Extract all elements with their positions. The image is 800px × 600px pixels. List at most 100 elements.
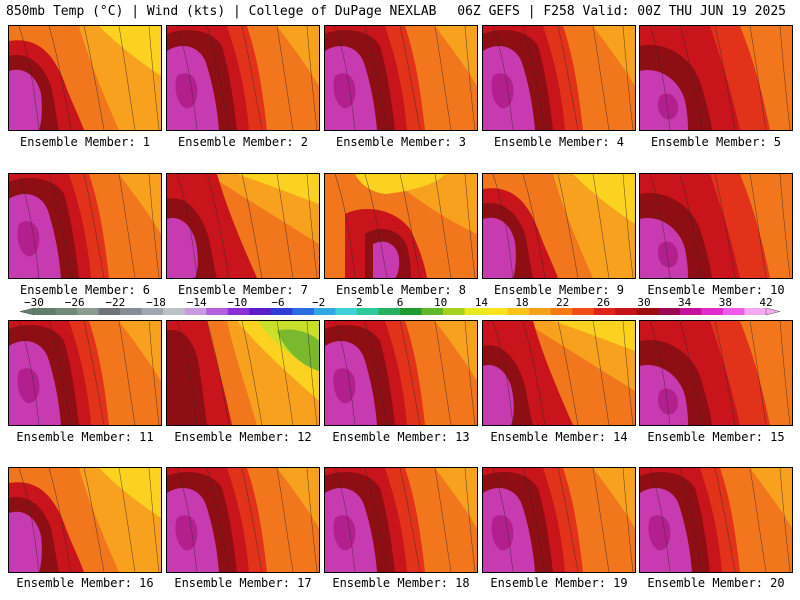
colorbar-tick-label: 42 [759,297,772,309]
ensemble-member-caption: Ensemble Member: 8 [335,283,467,297]
ensemble-member-map [166,320,320,426]
colorbar-segment [722,308,745,315]
colorbar-tick-label: −2 [312,297,325,309]
ensemble-member-map [482,467,636,573]
colorbar-segment [270,308,293,315]
temperature-map-graphic [9,321,161,425]
ensemble-member-map [639,25,793,131]
colorbar-segment [55,308,78,315]
colorbar-segment [486,308,508,315]
temperature-map-graphic [483,321,635,425]
ensemble-member-caption: Ensemble Member: 20 [647,576,785,590]
ensemble-member-caption: Ensemble Member: 18 [332,576,470,590]
ensemble-member-caption: Ensemble Member: 17 [174,576,312,590]
header-title: 850mb Temp (°C) | Wind (kts) | College o… [6,4,437,19]
temperature-map-graphic [9,174,161,278]
colorbar-segment [77,308,99,315]
ensemble-member-map [324,320,478,426]
ensemble-member-caption: Ensemble Member: 10 [647,283,785,297]
ensemble-member-caption: Ensemble Member: 7 [177,283,309,297]
colorbar-segment [227,308,250,315]
colorbar-segment [98,308,121,315]
colorbar-tick-label: −22 [105,297,125,309]
colorbar-tick-label: −10 [227,297,247,309]
colorbar-segment [615,308,638,315]
colorbar-segment [443,308,465,315]
colorbar-tick-label: −6 [271,297,284,309]
colorbar-segment [141,308,164,315]
ensemble-member-map [639,173,793,279]
colorbar-segment [163,308,186,315]
temperature-map-graphic [483,26,635,130]
ensemble-member-map [324,25,478,131]
colorbar-tick-label: 22 [556,297,569,309]
ensemble-member-caption: Ensemble Member: 19 [490,576,628,590]
temperature-map-graphic [167,174,319,278]
colorbar-segment [356,308,379,315]
temperature-map-graphic [9,26,161,130]
colorbar-segment [378,308,401,315]
ensemble-member-map [482,320,636,426]
temperature-map-graphic [9,468,161,572]
ensemble-member-caption: Ensemble Member: 13 [332,430,470,444]
ensemble-member-map [8,467,162,573]
colorbar-segment [636,308,659,315]
colorbar-tick-label: −14 [187,297,207,309]
colorbar-right-arrow [765,307,781,316]
temperature-map-graphic [325,321,477,425]
colorbar-segment [292,308,315,315]
ensemble-member-map [482,173,636,279]
ensemble-member-map [8,320,162,426]
temperature-map-graphic [325,468,477,572]
colorbar-segment [550,308,573,315]
colorbar-segment [120,308,142,315]
ensemble-member-caption: Ensemble Member: 11 [16,430,154,444]
header-valid-time: 06Z GEFS | F258 Valid: 00Z THU JUN 19 20… [457,4,786,19]
colorbar-segment [421,308,444,315]
colorbar-segment [507,308,530,315]
colorbar-tick-label: −30 [24,297,44,309]
ensemble-member-caption: Ensemble Member: 14 [490,430,628,444]
ensemble-member-caption: Ensemble Member: 16 [16,576,154,590]
temperature-map-graphic [483,174,635,278]
colorbar-segment [658,308,681,315]
colorbar-segment [313,308,336,315]
temperature-map-graphic [167,468,319,572]
temperature-map-graphic [640,26,792,130]
colorbar-segment [701,308,724,315]
ensemble-member-map [166,173,320,279]
colorbar-graphic: −30 −26 −22 −18 −14 −10 −6 −2 2 6 10 14 18 22 26 30 34 38… [19,297,781,316]
colorbar-left-arrow [19,307,35,316]
temperature-map-graphic [640,321,792,425]
temperature-map-graphic [640,174,792,278]
colorbar-segment [464,308,487,315]
temperature-map-graphic [483,468,635,572]
ensemble-member-map [324,467,478,573]
temperature-colorbar: −30 −26 −22 −18 −14 −10 −6 −2 2 6 10 14 18 22 26 30 34 38… [10,297,790,321]
colorbar-segment [184,308,207,315]
colorbar-tick-label: 14 [475,297,489,309]
ensemble-member-caption: Ensemble Member: 1 [19,135,151,149]
colorbar-segment [529,308,552,315]
colorbar-segment [572,308,595,315]
colorbar-tick-label: 6 [397,297,404,309]
temperature-map-graphic [640,468,792,572]
colorbar-segment [34,308,56,315]
ensemble-member-caption: Ensemble Member: 12 [174,430,312,444]
ensemble-member-map [482,25,636,131]
temperature-map-graphic [167,321,319,425]
ensemble-member-map [8,173,162,279]
temperature-map-graphic [325,174,477,278]
colorbar-segment [593,308,616,315]
colorbar-tick-label: 26 [597,297,610,309]
ensemble-member-caption: Ensemble Member: 5 [650,135,782,149]
ensemble-member-map [166,467,320,573]
colorbar-tick-label: 18 [515,297,528,309]
temperature-map-graphic [167,26,319,130]
ensemble-member-map [166,25,320,131]
ensemble-member-caption: Ensemble Member: 9 [493,283,625,297]
ensemble-member-map [639,320,793,426]
colorbar-tick-label: −18 [146,297,166,309]
colorbar-segment [400,308,422,315]
colorbar-segment [206,308,229,315]
